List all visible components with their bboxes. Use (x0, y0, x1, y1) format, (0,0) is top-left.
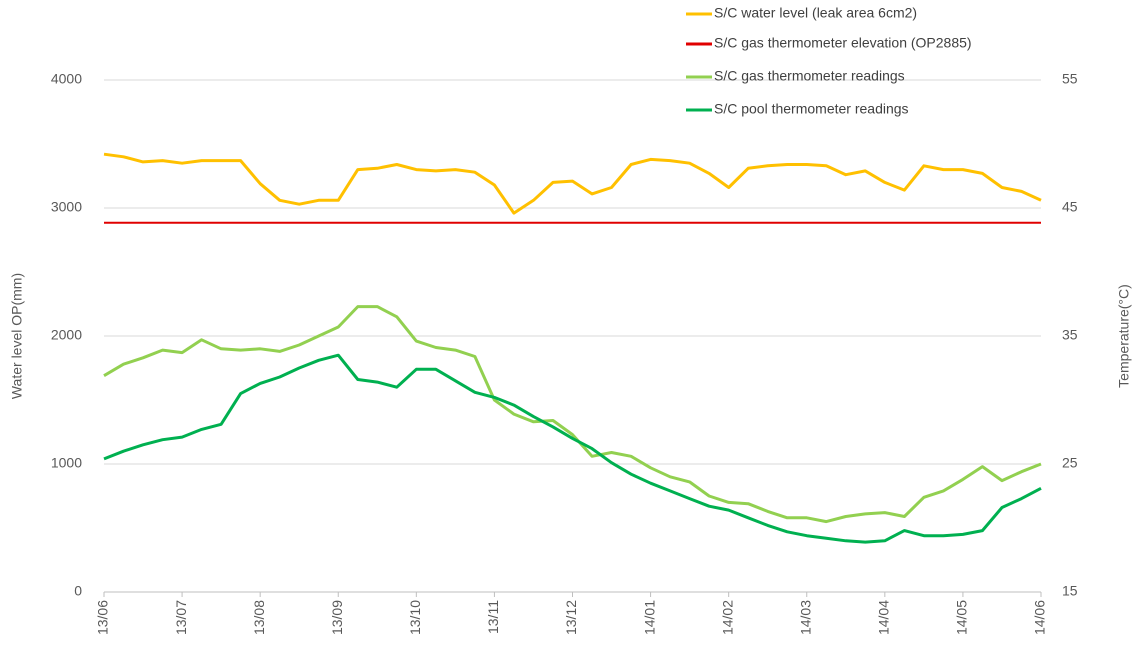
legend-label: S/C pool thermometer readings (714, 101, 909, 117)
y-tick-label: 2000 (51, 327, 82, 343)
x-tick-label: 14/06 (1032, 600, 1048, 635)
line-series (103, 152, 1042, 215)
y2-tick-label: 55 (1062, 71, 1078, 87)
x-tick-label: 13/11 (485, 600, 501, 634)
x-tick-label: 13/12 (563, 600, 579, 635)
y2-tick-label: 35 (1062, 327, 1078, 343)
x-tick-label: 13/06 (95, 600, 111, 635)
y-tick-label: 3000 (51, 199, 82, 215)
x-tick-label: 13/09 (329, 600, 345, 635)
x-tick-label: 14/04 (876, 600, 892, 635)
x-tick-label: 14/05 (954, 600, 970, 635)
y2-tick-label: 45 (1062, 199, 1078, 215)
legend: S/C water level (leak area 6cm2) S/C gas … (686, 5, 972, 117)
legend-label: S/C gas thermometer readings (714, 68, 905, 84)
y-tick-label: 1000 (51, 455, 82, 471)
y2-axis-title: Temperature(°C) (1116, 284, 1132, 388)
legend-label: S/C gas thermometer elevation (OP2885) (714, 35, 972, 51)
x-tick-label: 13/10 (407, 600, 423, 635)
y-tick-label: 0 (74, 583, 82, 599)
x-tick-label: 13/07 (173, 600, 189, 635)
line-series (103, 353, 1042, 544)
y2-tick-label: 15 (1062, 583, 1078, 599)
x-tick-label: 14/02 (719, 600, 735, 635)
y2-tick-label: 25 (1062, 455, 1078, 471)
x-tick-label: 13/08 (251, 600, 267, 635)
x-tick-label: 14/01 (641, 600, 657, 635)
line-series (103, 305, 1042, 524)
legend-label: S/C water level (leak area 6cm2) (714, 5, 917, 21)
y-axis-title: Water level OP(mm) (9, 273, 25, 399)
x-tick-label: 14/03 (797, 600, 813, 635)
y-tick-label: 4000 (51, 71, 82, 87)
